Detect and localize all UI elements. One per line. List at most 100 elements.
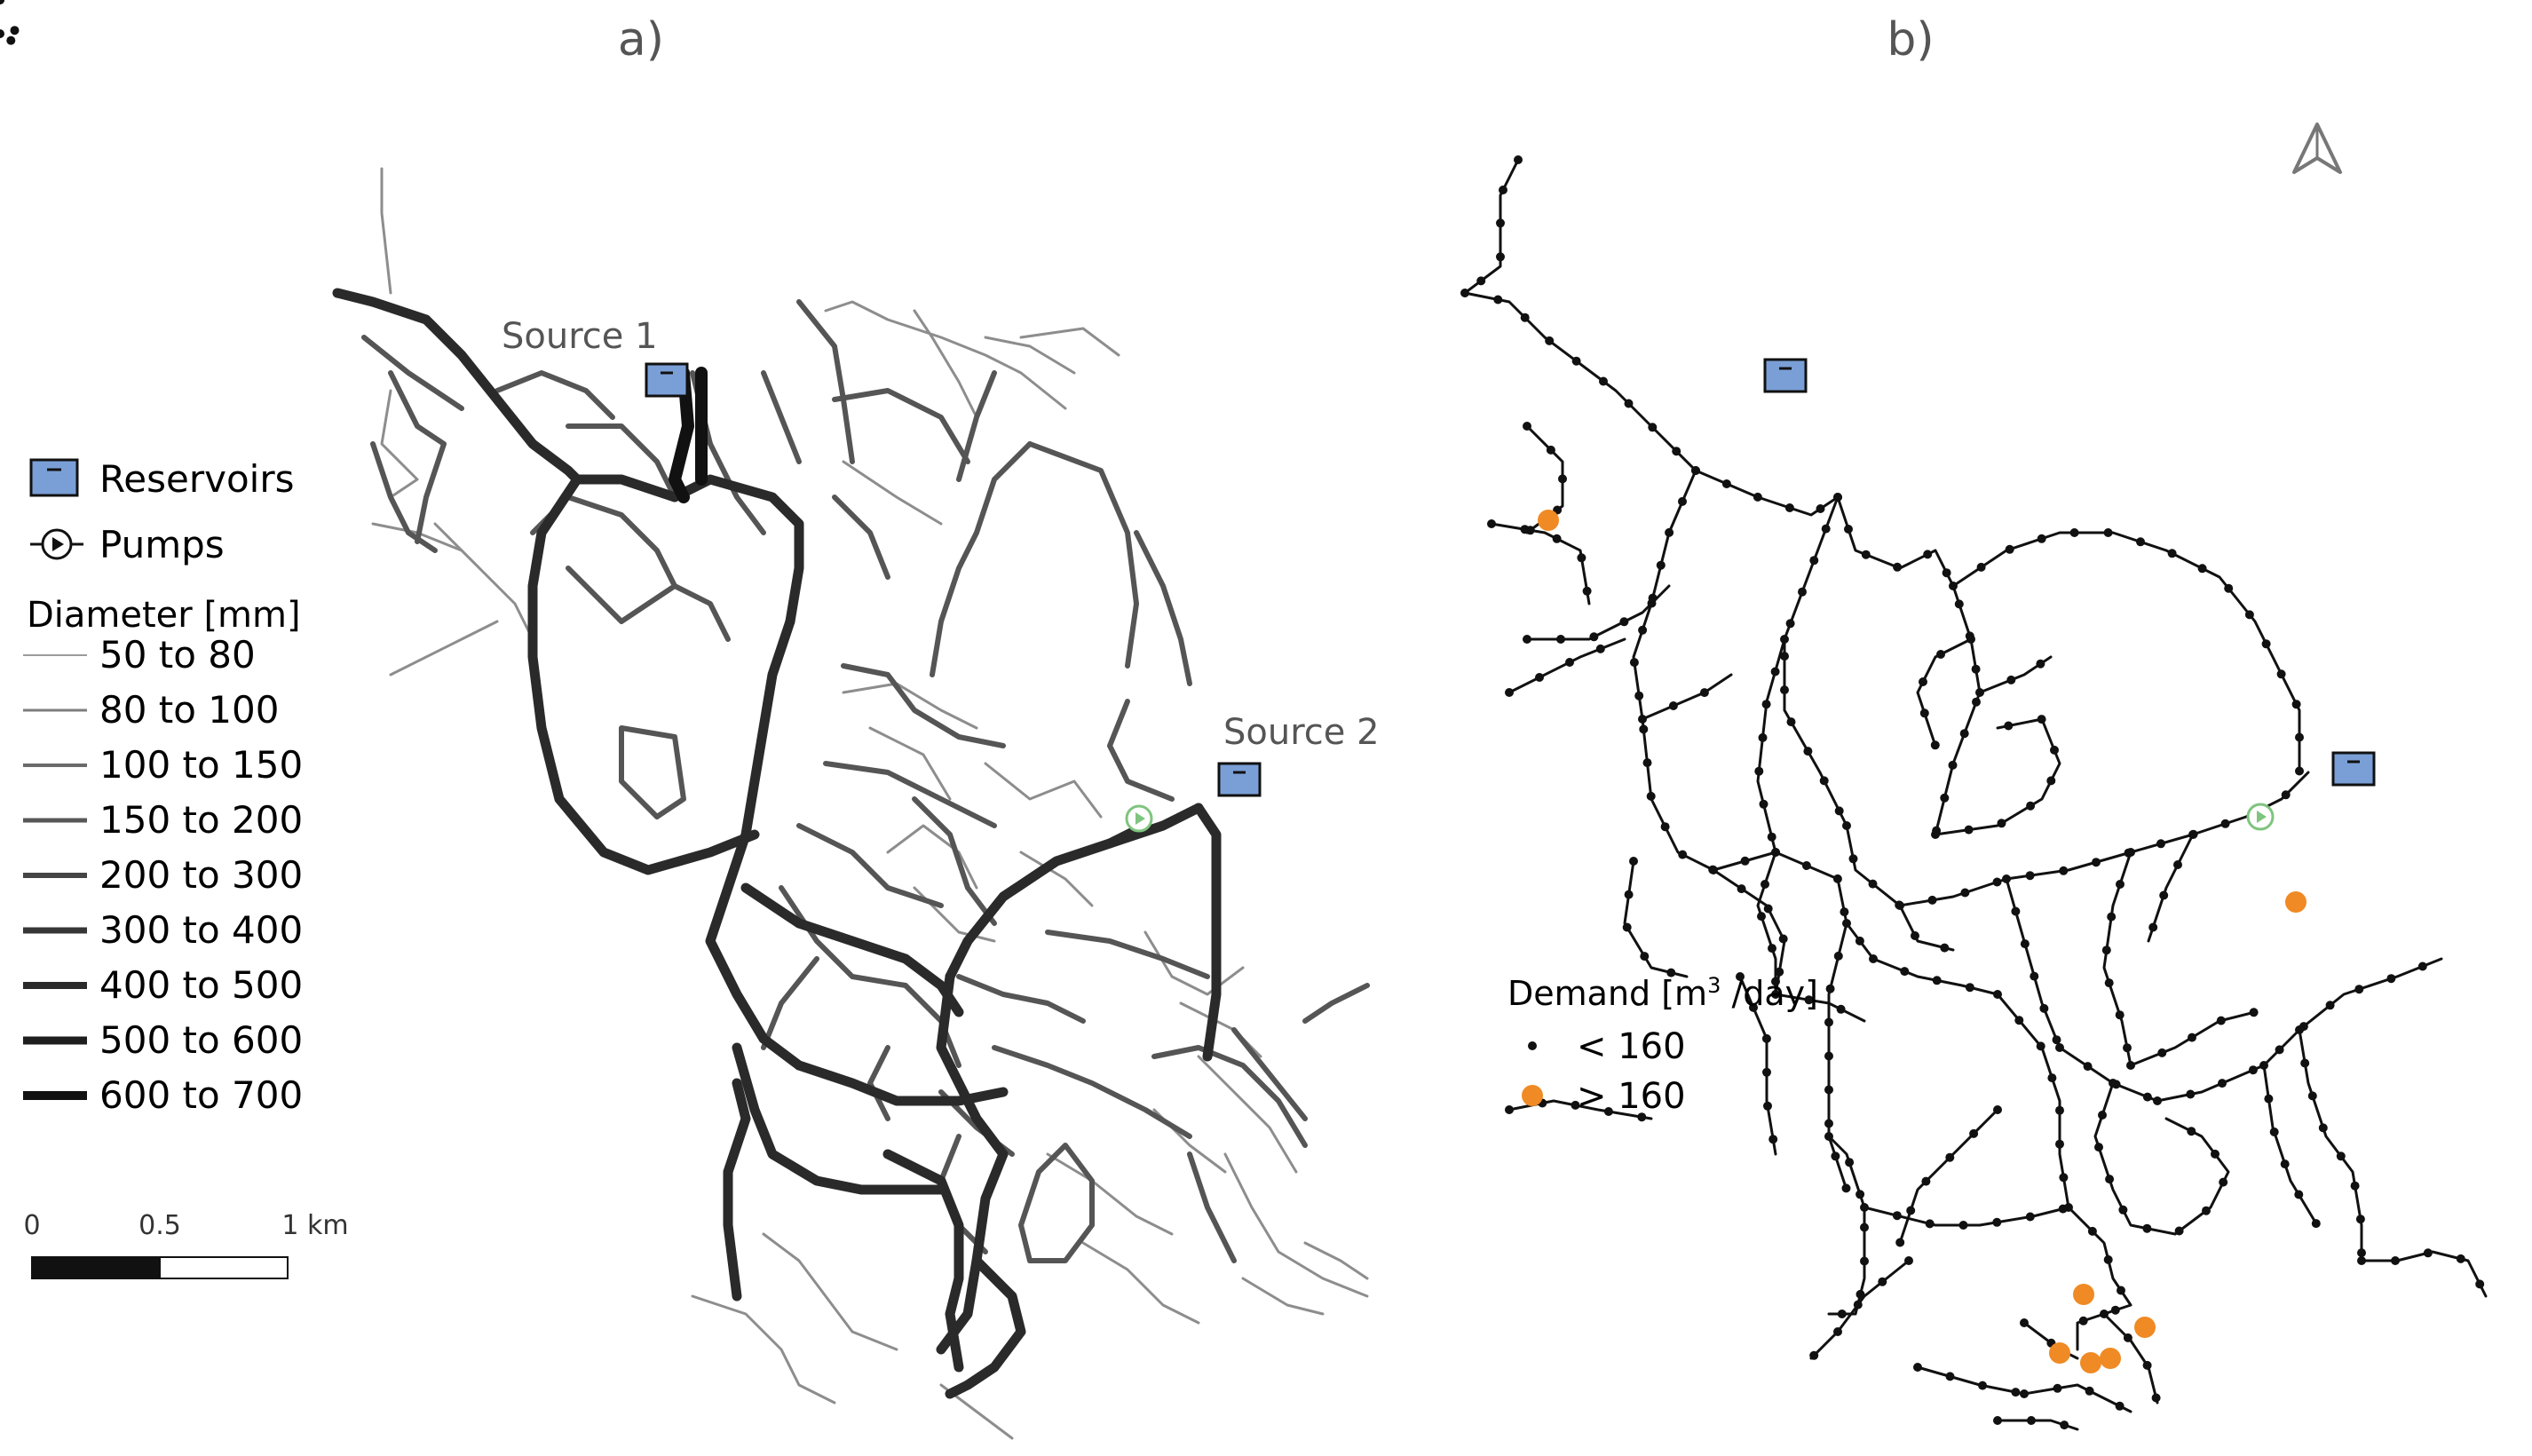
network-node: [1646, 791, 1656, 801]
network-node: [2037, 715, 2046, 724]
high-demand-node: [2049, 1342, 2070, 1364]
network-node: [1757, 912, 1766, 922]
network-node: [2174, 1226, 2184, 1236]
legend-reservoirs-label: Reservoirs: [99, 457, 295, 501]
network-node: [1869, 954, 1878, 963]
network-node: [1804, 995, 1814, 1005]
network-node: [1589, 632, 1599, 642]
network-node: [0, 0, 4, 4]
network-node: [1634, 691, 1644, 700]
network-node: [1552, 534, 1562, 543]
pump-icon: [30, 528, 83, 560]
reservoir-icon: [29, 458, 79, 497]
network-node: [2110, 1305, 2120, 1315]
network-node: [2046, 776, 2056, 786]
network-node: [2036, 1041, 2045, 1051]
network-node: [2423, 1248, 2433, 1258]
network-node: [1699, 688, 1709, 698]
legend-low-demand-label: < 160: [1577, 1026, 1686, 1067]
network-node: [1754, 766, 1764, 776]
network-node: [1558, 474, 1567, 484]
network-node: [1775, 967, 1784, 977]
network-node: [2117, 1286, 2125, 1295]
network-node: [1736, 972, 1745, 981]
network-node: [1771, 977, 1780, 986]
network-node: [1821, 524, 1831, 534]
network-node: [2059, 866, 2069, 875]
network-node: [2087, 1226, 2097, 1236]
network-node: [2098, 1111, 2107, 1120]
network-node: [1505, 688, 1514, 697]
network-node: [1844, 525, 1853, 534]
network-node: [2109, 1079, 2117, 1088]
network-node: [1855, 1289, 1865, 1299]
network-node: [1647, 598, 1657, 608]
network-node: [2291, 700, 2301, 709]
network-node: [1997, 819, 2006, 828]
network-node: [2116, 880, 2125, 889]
network-node: [1860, 1256, 1869, 1266]
diameter-class-label: 50 to 80: [99, 633, 256, 677]
network-node: [1640, 952, 1650, 961]
network-node: [2027, 1416, 2036, 1425]
network-node: [1709, 866, 1718, 874]
network-node: [1958, 1221, 1968, 1230]
network-node: [1809, 1350, 1819, 1360]
network-node: [1514, 155, 1523, 164]
network-node: [1768, 1135, 1778, 1144]
network-node: [1803, 747, 1813, 756]
network-node: [1665, 527, 1674, 537]
network-node: [2025, 1212, 2035, 1222]
network-node: [1860, 1203, 1869, 1212]
network-node: [1523, 422, 1531, 431]
network-node: [1496, 218, 1505, 228]
network-node: [1809, 556, 1819, 566]
network-node: [1460, 289, 1469, 297]
network-node: [2105, 1175, 2115, 1184]
source-2-label: Source 2: [1223, 712, 1380, 753]
network-node: [1678, 496, 1687, 506]
network-node: [1780, 685, 1789, 695]
network-node: [1637, 1112, 1647, 1122]
network-node: [1927, 895, 1937, 905]
network-node: [1932, 976, 1942, 985]
network-node: [1582, 586, 1592, 596]
network-node: [2092, 858, 2101, 867]
network-node: [1672, 447, 1681, 456]
network-node: [2386, 974, 2396, 984]
network-node: [2053, 1383, 2062, 1393]
panel-b-label: b): [1887, 13, 1934, 67]
network-node: [2126, 848, 2135, 857]
diameter-class-label: 500 to 600: [99, 1018, 303, 1062]
network-node: [1648, 423, 1658, 432]
network-node: [1824, 1132, 1833, 1141]
network-node: [1545, 336, 1555, 345]
network-node: [1893, 562, 1903, 572]
network-node: [2142, 1360, 2152, 1370]
network-node: [6, 36, 16, 45]
network-node: [2318, 1123, 2328, 1133]
network-node: [2211, 1149, 2219, 1159]
high-demand-node: [2134, 1317, 2156, 1338]
network-node: [2123, 1043, 2132, 1053]
network-node: [2126, 1061, 2135, 1070]
scale-tick-1km: 1 km: [281, 1210, 348, 1241]
network-node: [1761, 880, 1769, 889]
network-node: [1855, 1190, 1865, 1199]
network-node: [1749, 1002, 1758, 1012]
network-node: [1505, 1105, 1514, 1114]
network-node: [1771, 990, 1780, 999]
network-node: [2104, 978, 2114, 988]
pump-b-icon: [2246, 803, 2275, 831]
network-node: [1940, 943, 1950, 953]
network-node: [1668, 701, 1678, 710]
network-node: [2244, 610, 2254, 620]
network-node: [1945, 1152, 1955, 1162]
network-node: [2011, 906, 2021, 916]
network-node: [10, 26, 20, 36]
network-node: [1855, 936, 1864, 946]
network-node: [2281, 790, 2291, 800]
network-node: [2039, 1003, 2049, 1013]
network-node: [1798, 587, 1807, 597]
network-node: [2014, 1016, 2024, 1025]
